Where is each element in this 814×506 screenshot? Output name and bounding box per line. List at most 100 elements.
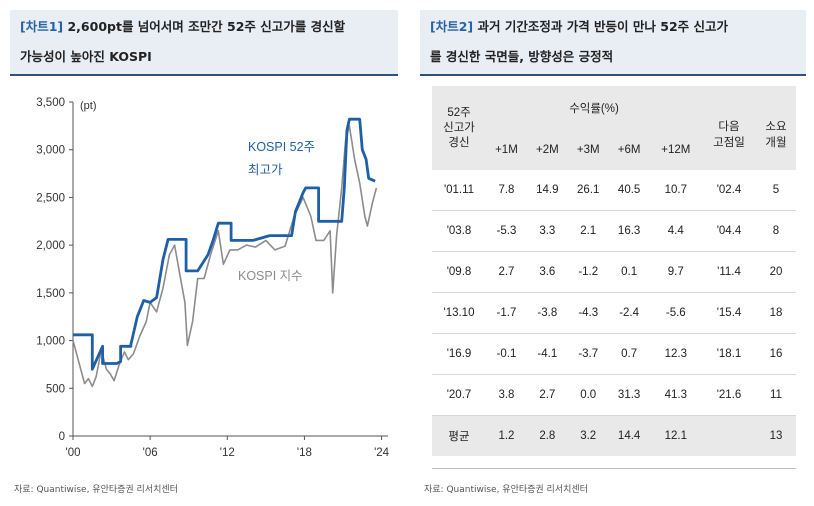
table-cell: 7.8 bbox=[486, 170, 527, 211]
header-period: +1M bbox=[486, 130, 527, 170]
x-tick-label: '00 bbox=[66, 447, 81, 459]
chart2-source: 자료: Quantiwise, 유안타증권 리서치센터 bbox=[424, 485, 588, 495]
returns-table: 52주 신고가 경신 수익률(%) 다음 고점일 소요 개월 +1M +2M +… bbox=[432, 86, 796, 456]
table-cell: '04.4 bbox=[702, 210, 756, 252]
table-cell bbox=[702, 415, 756, 456]
table-row: '03.8 -5.3 3.3 2.1 16.3 4.4 '04.4 8 bbox=[432, 210, 796, 252]
chart2-title-line2: 를 경신한 국면들, 방향성은 긍정적 bbox=[430, 49, 614, 64]
table-cell: 9.7 bbox=[649, 251, 702, 293]
kospi-52w-high-line bbox=[73, 117, 376, 371]
table-cell: 13 bbox=[756, 415, 796, 456]
y-tick-label: 2,500 bbox=[36, 192, 65, 204]
table-cell: -2.4 bbox=[608, 292, 650, 334]
table-cell: 18 bbox=[756, 292, 796, 334]
table-cell: 4.4 bbox=[649, 210, 702, 252]
table-row: '09.8 2.7 3.6 -1.2 0.1 9.7 '11.4 20 bbox=[432, 251, 796, 293]
header-52w-high: 52주 신고가 경신 bbox=[432, 86, 486, 170]
table-cell: '16.9 bbox=[432, 333, 486, 375]
table-cell: 3.6 bbox=[526, 251, 568, 293]
header-period: +6M bbox=[608, 130, 650, 170]
table-cell: 31.3 bbox=[608, 374, 650, 416]
table-row: '01.11 7.8 14.9 26.1 40.5 10.7 '02.4 5 bbox=[432, 170, 796, 211]
table-cell: 2.1 bbox=[567, 210, 609, 252]
x-tick-label: '18 bbox=[297, 447, 312, 459]
legend-kospi-index: KOSPI 지수 bbox=[238, 269, 303, 283]
x-tick-label: '12 bbox=[220, 447, 235, 459]
table-cell: 14.9 bbox=[526, 170, 568, 211]
chart1-title-line1: [차트1] 2,600pt를 넘어서며 조만간 52주 신고가를 경신할 bbox=[20, 19, 346, 34]
table-cell: 2.7 bbox=[486, 251, 527, 293]
legend-52w-high-line1: KOSPI 52주 bbox=[248, 140, 315, 154]
chart1-title-line2: 가능성이 높아진 KOSPI bbox=[20, 49, 152, 64]
header-period: +3M bbox=[567, 130, 609, 170]
table-cell: '03.8 bbox=[432, 210, 486, 252]
x-tick-label: '06 bbox=[143, 447, 158, 459]
table-cell: '15.4 bbox=[702, 292, 756, 334]
table-cell: 14.4 bbox=[608, 415, 650, 456]
legend-52w-high-line2: 최고가 bbox=[248, 163, 283, 177]
y-tick-label: 0 bbox=[59, 431, 65, 443]
chart1-tag: [차트1] bbox=[20, 19, 64, 34]
y-tick-label: 500 bbox=[46, 383, 65, 395]
y-tick-label: 3,000 bbox=[36, 145, 65, 157]
table-cell: 12.3 bbox=[649, 333, 702, 375]
table-cell: 8 bbox=[756, 210, 796, 252]
header-period: +12M bbox=[649, 130, 702, 170]
header-next-peak: 다음 고점일 bbox=[702, 86, 756, 170]
table-cell: 0.7 bbox=[608, 333, 650, 375]
table-cell: '09.8 bbox=[432, 251, 486, 293]
table-cell: '01.11 bbox=[432, 170, 486, 211]
header-period: +2M bbox=[526, 130, 568, 170]
table-cell: 0.0 bbox=[567, 374, 609, 416]
table-cell: 2.8 bbox=[526, 415, 568, 456]
table-cell: 2.7 bbox=[526, 374, 568, 416]
chart2-title-line1: [차트2] 과거 기간조정과 가격 반등이 만나 52주 신고가 bbox=[430, 19, 728, 34]
unit-label: (pt) bbox=[80, 100, 97, 112]
table-cell: 26.1 bbox=[567, 170, 609, 211]
header-months: 소요 개월 bbox=[756, 86, 796, 170]
chart2-header: [차트2] 과거 기간조정과 가격 반등이 만나 52주 신고가 를 경신한 국… bbox=[420, 10, 806, 76]
table-cell: -4.1 bbox=[526, 333, 568, 375]
table-cell: 11 bbox=[756, 374, 796, 416]
table-cell: -4.3 bbox=[567, 292, 609, 334]
table-cell: 41.3 bbox=[649, 374, 702, 416]
chart2-tag: [차트2] bbox=[430, 19, 474, 34]
table-cell: -0.1 bbox=[486, 333, 527, 375]
y-tick-label: 2,000 bbox=[36, 240, 65, 252]
table-row: '20.7 3.8 2.7 0.0 31.3 41.3 '21.6 11 bbox=[432, 374, 796, 416]
table-cell: 16 bbox=[756, 333, 796, 375]
table-bottom-rule bbox=[432, 468, 796, 469]
table-cell: '20.7 bbox=[432, 374, 486, 416]
table-cell: 16.3 bbox=[608, 210, 650, 252]
table-cell: '21.6 bbox=[702, 374, 756, 416]
chart1-source: 자료: Quantiwise, 유안타증권 리서치센터 bbox=[14, 485, 178, 495]
table-cell: 5 bbox=[756, 170, 796, 211]
table-cell: 평균 bbox=[432, 415, 486, 456]
table-row: '16.9 -0.1 -4.1 -3.7 0.7 12.3 '18.1 16 bbox=[432, 333, 796, 375]
table-cell: -3.7 bbox=[567, 333, 609, 375]
table-cell: '13.10 bbox=[432, 292, 486, 334]
table-cell: -3.8 bbox=[526, 292, 568, 334]
table-cell: 1.2 bbox=[486, 415, 527, 456]
table-row: '13.10 -1.7 -3.8 -4.3 -2.4 -5.6 '15.4 18 bbox=[432, 292, 796, 334]
table-cell: -5.3 bbox=[486, 210, 527, 252]
y-tick-label: 3,500 bbox=[36, 97, 65, 109]
table-row-average: 평균 1.2 2.8 3.2 14.4 12.1 13 bbox=[432, 415, 796, 456]
x-tick-label: '24 bbox=[374, 447, 390, 459]
table-cell: '11.4 bbox=[702, 251, 756, 293]
table-cell: -1.2 bbox=[567, 251, 609, 293]
y-tick-label: 1,000 bbox=[36, 336, 65, 348]
table-cell: 3.8 bbox=[486, 374, 527, 416]
y-tick-label: 1,500 bbox=[36, 288, 65, 300]
kospi-chart: 0 500 1,000 1,500 2,000 2,500 3,000 3,500 '00 '0… bbox=[36, 97, 390, 459]
table-cell: 0.1 bbox=[608, 251, 650, 293]
chart1-header: [차트1] 2,600pt를 넘어서며 조만간 52주 신고가를 경신할 가능성… bbox=[10, 10, 398, 76]
table-cell: '18.1 bbox=[702, 333, 756, 375]
table-cell: '02.4 bbox=[702, 170, 756, 211]
table-cell: 3.3 bbox=[526, 210, 568, 252]
table-cell: 3.2 bbox=[567, 415, 609, 456]
table-cell: 20 bbox=[756, 251, 796, 293]
header-returns: 수익률(%) bbox=[486, 86, 702, 130]
table-cell: 10.7 bbox=[649, 170, 702, 211]
table-cell: 40.5 bbox=[608, 170, 650, 211]
